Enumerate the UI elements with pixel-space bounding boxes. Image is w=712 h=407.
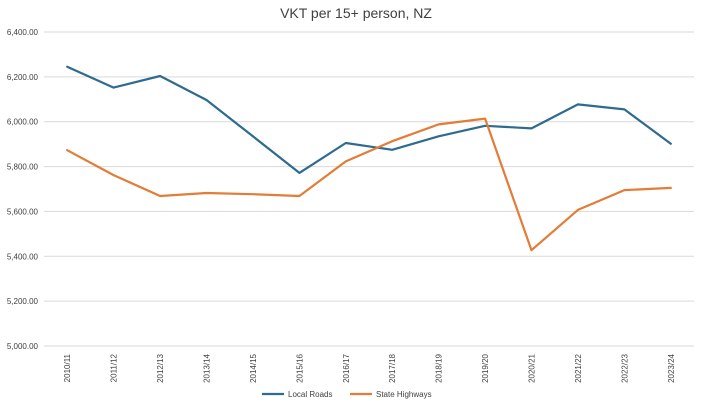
x-tick-label: 2010/11 — [63, 353, 72, 382]
legend: Local Roads State Highways — [262, 390, 432, 399]
series-line-2 — [66, 117, 672, 252]
x-tick-label: 2017/18 — [388, 353, 397, 382]
y-tick-label: 5,000.00 — [7, 342, 39, 351]
y-tick-label: 5,200.00 — [7, 297, 39, 306]
y-tick-label: 6,200.00 — [7, 73, 39, 82]
x-tick-label: 2023/24 — [667, 353, 676, 382]
x-axis-ticks: 2010/11 2011/12 2012/13 2013/14 2014/15 2015/… — [63, 353, 676, 382]
x-tick-label: 2012/13 — [156, 353, 165, 382]
x-tick-label: 2016/17 — [342, 353, 351, 382]
y-tick-label: 5,400.00 — [7, 252, 39, 261]
y-tick-label: 6,000.00 — [7, 118, 39, 127]
x-tick-label: 2018/19 — [435, 353, 444, 382]
y-tick-label: 5,600.00 — [7, 207, 39, 216]
chart-title: VKT per 15+ person, NZ — [280, 5, 432, 21]
series-lines — [66, 65, 672, 252]
y-axis-ticks: 5,000.00 5,200.00 5,400.00 5,600.00 5,800.00… — [7, 28, 39, 351]
x-tick-label: 2021/22 — [574, 353, 583, 382]
x-tick-label: 2011/12 — [110, 353, 119, 382]
y-tick-label: 5,800.00 — [7, 163, 39, 172]
x-tick-label: 2019/20 — [481, 353, 490, 382]
y-tick-label: 6,400.00 — [7, 28, 39, 37]
x-tick-label: 2013/14 — [203, 353, 212, 382]
x-tick-label: 2014/15 — [249, 353, 258, 382]
x-tick-label: 2015/16 — [295, 353, 304, 382]
x-tick-label: 2022/23 — [620, 353, 629, 382]
gridlines — [44, 31, 694, 347]
legend-label: Local Roads — [288, 390, 332, 399]
x-tick-label: 2020/21 — [528, 353, 537, 382]
series-line-1 — [66, 65, 672, 174]
legend-item: State Highways — [350, 390, 432, 399]
legend-item: Local Roads — [262, 390, 332, 399]
legend-label: State Highways — [376, 390, 432, 399]
